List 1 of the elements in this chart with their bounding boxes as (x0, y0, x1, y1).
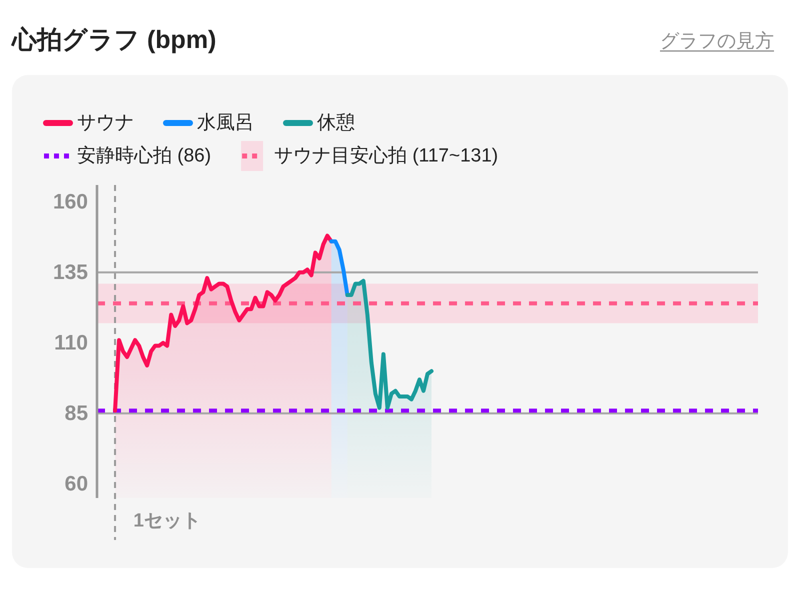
title: 心拍グラフ (bpm) (12, 26, 216, 54)
